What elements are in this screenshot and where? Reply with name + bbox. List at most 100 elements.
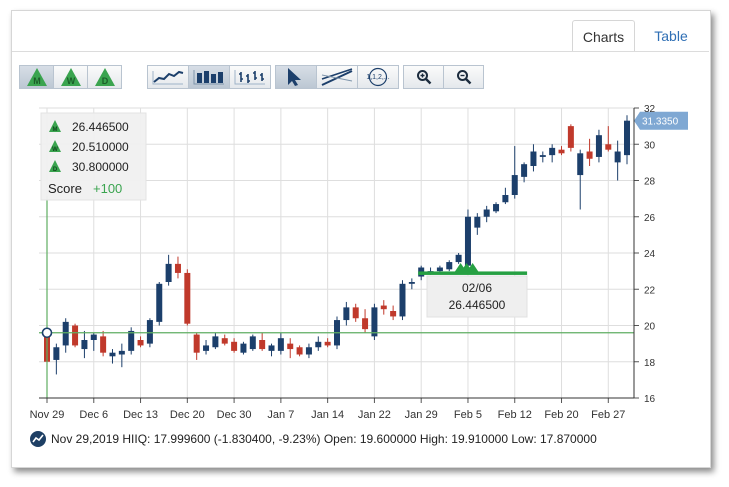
candle-body [193,334,200,353]
candle-body [605,144,612,150]
chart-overlay: 02/06 26.446500 31.3350 [39,111,688,398]
candle-body [184,272,191,324]
x-tick-label: Jan 7 [267,409,294,421]
zoom-in-icon [416,70,431,85]
y-tick-label: 18 [644,358,656,369]
period-toolbar: M W D [19,65,122,89]
zoom-out-button[interactable] [443,65,484,89]
bar-chart-button[interactable] [188,65,230,89]
y-tick-label: 20 [644,322,656,333]
zoom-toolbar [403,65,484,89]
monthly-label: M [33,76,41,86]
x-tick-label: Feb 12 [498,409,532,421]
candle-body [268,345,275,351]
x-tick-label: Dec 13 [123,409,158,421]
tooltip: 02/06 26.446500 [426,275,528,318]
candle-body [483,209,490,217]
candle-body [493,204,500,212]
y-tick-label: 30 [644,140,656,151]
trend-logo-icon [30,431,46,447]
candle-body [231,341,238,351]
ohlc-readout: Nov 29,2019 HIIQ: 17.999600 (-1.830400, … [30,431,597,447]
candle-body [624,120,630,156]
candle-body [128,330,135,351]
candle-body [137,340,144,346]
candle-body [595,135,602,157]
candle-body [62,321,69,346]
candle-body [511,175,518,195]
x-tick-label: Feb 27 [591,409,625,421]
candle-body [259,340,266,350]
ohlc-chart-button[interactable] [229,65,271,89]
candle-body [380,305,387,310]
candle-body [277,338,284,351]
ohlc-chart-icon [234,70,265,85]
zoom-in-button[interactable] [403,65,444,89]
candle-body [464,216,471,266]
line-chart-button[interactable] [147,65,189,89]
candle-body [474,216,481,228]
x-tick-label: Jan 14 [311,409,344,421]
pointer-button[interactable] [275,65,317,89]
candle-body [315,341,322,348]
trendline-button[interactable] [316,65,358,89]
signal-marker-icon [466,262,479,272]
pointer-icon [288,68,301,86]
candle-body [362,318,369,330]
candle-body [390,311,397,317]
candle-body [221,338,228,344]
candle-body [296,347,303,355]
candle-body [156,283,163,322]
candle-body [305,347,312,355]
candle-body [530,151,537,166]
candle-body [324,341,331,346]
weekly-icon: W [60,68,81,86]
candle-body [371,307,378,337]
tab-divider [12,51,709,52]
fibonacci-icon: 1,1,2,... [366,67,390,87]
last-price-badge: 31.3350 [634,111,688,130]
fibonacci-button[interactable]: 1,1,2,... [357,65,399,89]
monthly-button[interactable]: M [19,65,54,89]
candle-body [81,340,88,350]
x-tick-label: Dec 20 [170,409,205,421]
candle-body [72,325,79,346]
x-tick-label: Jan 29 [405,409,438,421]
candle-body [558,149,565,154]
candle-body [352,307,359,319]
tooltip-date: 02/06 [462,281,492,295]
y-tick-label: 24 [644,249,656,260]
tab-table[interactable]: Table [654,28,688,44]
candle-body [90,334,97,340]
x-tick-label: Nov 29 [30,409,65,421]
tooltip-box [426,275,528,318]
x-tick-label: Feb 20 [544,409,578,421]
trendline-icon [321,68,353,86]
candle-body [549,147,556,156]
candle-body [109,352,116,357]
candle-body [100,336,107,353]
y-tick-label: 26 [644,213,656,224]
candle-body [249,336,256,350]
fibonacci-label: 1,1,2,... [366,74,389,81]
drawing-toolbar: 1,1,2,... [275,65,399,89]
candle-body [146,320,153,344]
candle-body [614,151,621,163]
candle-body [399,283,406,317]
candle-body [408,282,415,284]
daily-button[interactable]: D [87,65,122,89]
tooltip-value: 26.446500 [449,298,506,312]
y-tick-label: 28 [644,177,656,188]
chart-type-toolbar [147,65,271,89]
candle-body [212,336,219,348]
candle-body [174,263,181,273]
monthly-icon: M [26,68,47,86]
zoom-out-icon [456,70,471,85]
y-tick-label: 22 [644,285,656,296]
candle-body [53,347,60,360]
tab-charts[interactable]: Charts [572,20,635,52]
candle-body [539,155,546,157]
ohlc-text: Nov 29,2019 HIIQ: 17.999600 (-1.830400, … [51,432,597,446]
x-tick-label: Dec 6 [79,409,108,421]
